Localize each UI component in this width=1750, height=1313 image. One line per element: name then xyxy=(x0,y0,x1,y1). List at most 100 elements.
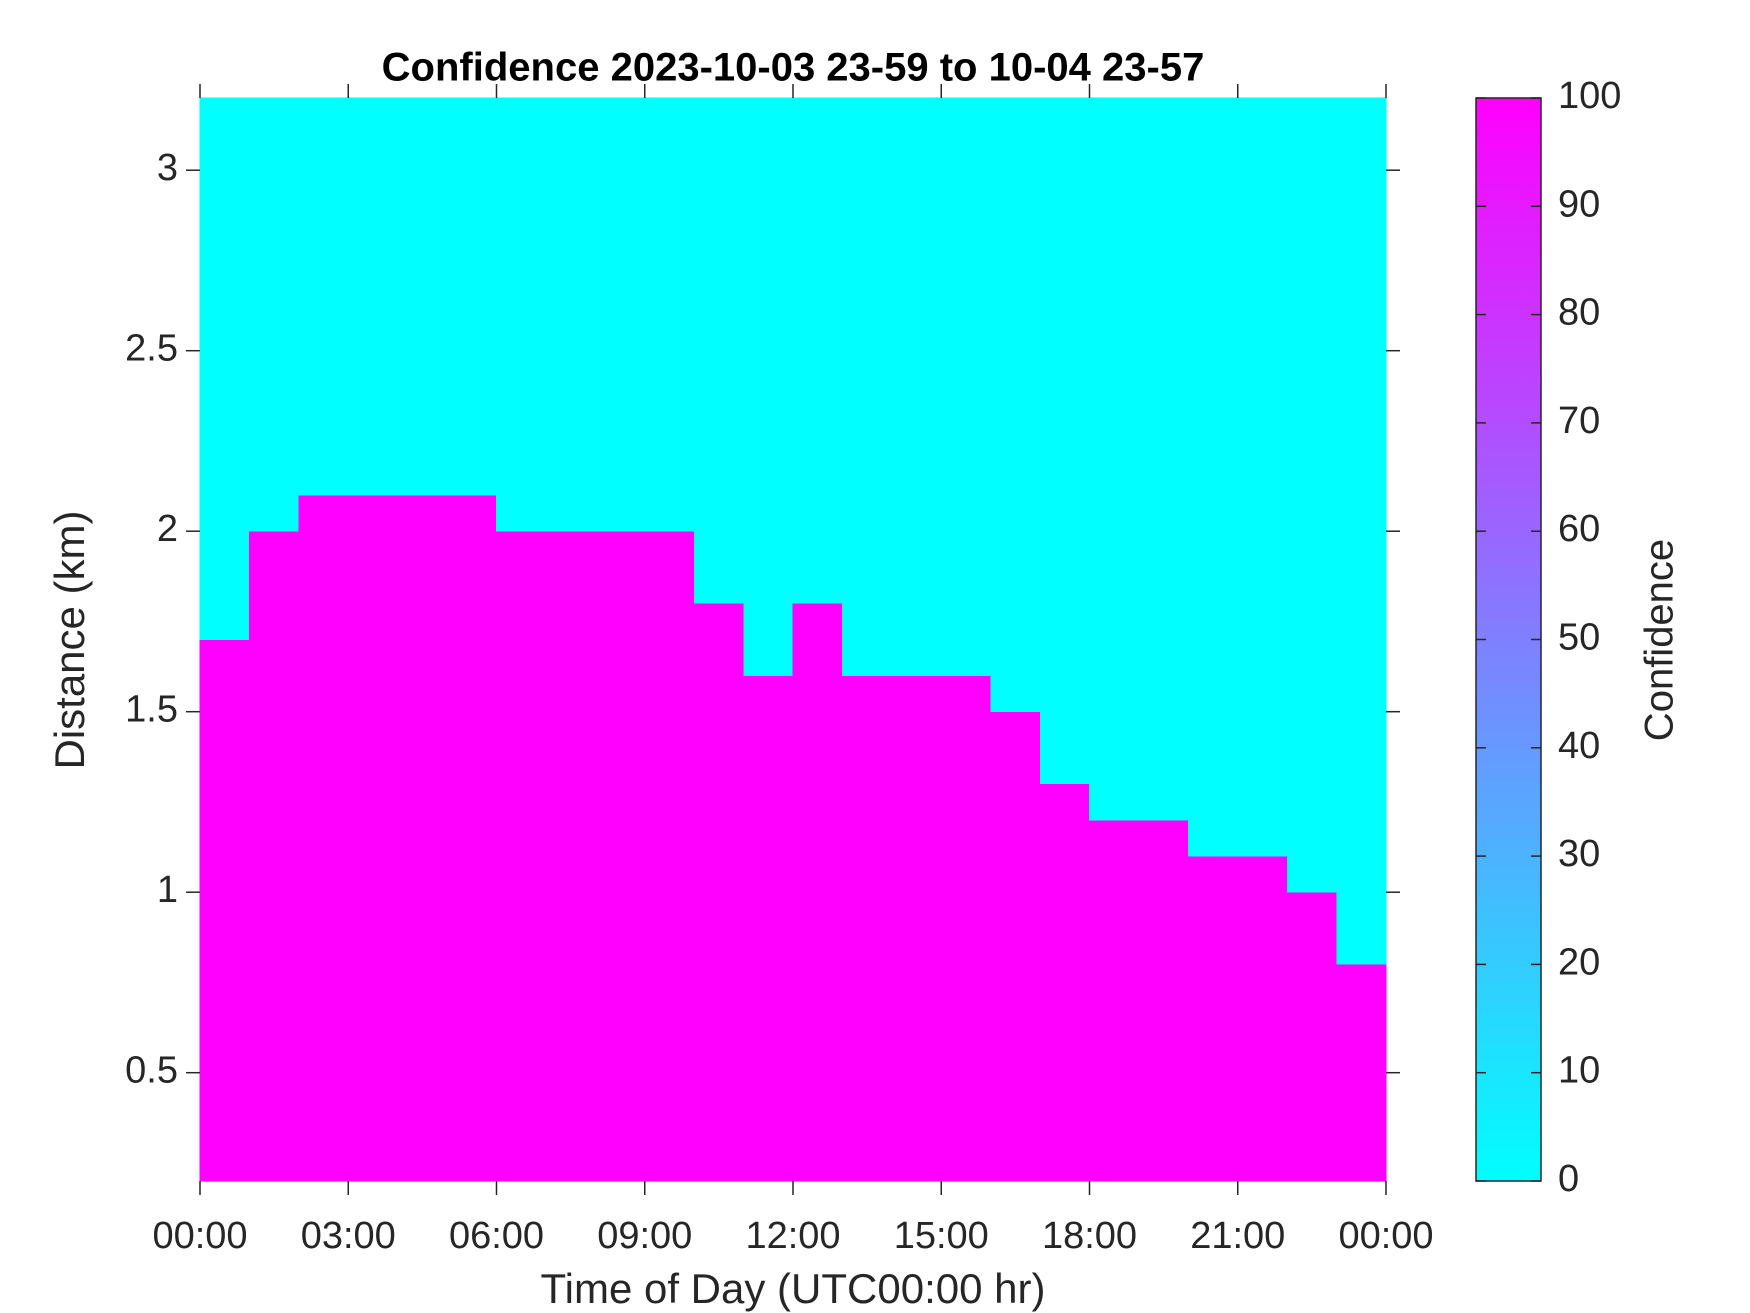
heatmap-cell xyxy=(1286,350,1337,388)
heatmap-cell xyxy=(595,783,646,821)
colorbar-tick-label: 100 xyxy=(1558,75,1621,117)
heatmap-cell xyxy=(249,314,300,352)
heatmap-cell xyxy=(1336,566,1387,604)
heatmap-cell xyxy=(545,711,596,749)
heatmap-cell xyxy=(644,747,695,785)
heatmap-cell xyxy=(347,206,398,243)
heatmap-cell xyxy=(1188,747,1239,785)
heatmap-cell xyxy=(595,206,646,243)
heatmap-cell xyxy=(1237,927,1288,965)
heatmap-cell xyxy=(298,206,349,243)
heatmap-cell xyxy=(940,927,991,965)
heatmap-cell xyxy=(1039,206,1090,243)
heatmap-cell xyxy=(990,97,1041,135)
heatmap-cell xyxy=(1336,927,1387,965)
heatmap-cell xyxy=(1039,386,1090,424)
heatmap-cell xyxy=(1188,927,1239,965)
heatmap-cell xyxy=(1237,1000,1288,1037)
heatmap-cell xyxy=(743,133,794,171)
heatmap-cell xyxy=(545,530,596,568)
heatmap-cell xyxy=(792,422,843,460)
heatmap-cell xyxy=(595,1144,646,1182)
heatmap-cell xyxy=(842,314,893,352)
heatmap-cell xyxy=(1336,1108,1387,1146)
heatmap-cell xyxy=(1039,711,1090,749)
heatmap-cell xyxy=(792,747,843,785)
heatmap-cell xyxy=(891,603,942,640)
heatmap-cell xyxy=(1188,314,1239,352)
heatmap-cell xyxy=(743,783,794,821)
heatmap-cell xyxy=(1237,530,1288,568)
heatmap-cell xyxy=(743,747,794,785)
heatmap-cell xyxy=(446,1108,497,1146)
heatmap-cell xyxy=(1336,242,1387,279)
heatmap-cell xyxy=(891,530,942,568)
heatmap-cell xyxy=(446,855,497,893)
heatmap-cell xyxy=(743,891,794,929)
heatmap-cell xyxy=(446,278,497,315)
heatmap-cell xyxy=(990,1108,1041,1146)
heatmap-cell xyxy=(940,458,991,496)
heatmap-cell xyxy=(1336,819,1387,857)
heatmap-cell xyxy=(940,711,991,749)
heatmap-cell xyxy=(496,169,547,207)
heatmap-cell xyxy=(1138,1144,1189,1182)
heatmap-cell xyxy=(792,603,843,640)
heatmap-cell xyxy=(792,855,843,893)
heatmap-cell xyxy=(1286,566,1337,604)
heatmap-cell xyxy=(249,530,300,568)
y-axis-label: Distance (km) xyxy=(46,510,93,769)
heatmap-cell xyxy=(496,350,547,388)
heatmap-cell xyxy=(1039,819,1090,857)
heatmap-cell xyxy=(644,711,695,749)
heatmap-cell xyxy=(842,386,893,424)
heatmap-cell xyxy=(940,530,991,568)
heatmap-cell xyxy=(1089,1144,1140,1182)
heatmap-cell xyxy=(792,314,843,352)
heatmap-cell xyxy=(693,530,744,568)
heatmap-cell xyxy=(397,1144,448,1182)
heatmap-cell xyxy=(1237,1072,1288,1110)
heatmap-cell xyxy=(1188,169,1239,207)
heatmap-cell xyxy=(199,855,250,893)
x-tick-label: 00:00 xyxy=(152,1215,247,1257)
heatmap-cell xyxy=(595,278,646,315)
heatmap-cell xyxy=(940,1036,991,1073)
heatmap-cell xyxy=(644,639,695,676)
heatmap-cell xyxy=(298,566,349,604)
x-axis-label: Time of Day (UTC00:00 hr) xyxy=(541,1265,1046,1312)
heatmap-cell xyxy=(545,603,596,640)
heatmap xyxy=(199,97,1387,1182)
heatmap-cell xyxy=(1089,1072,1140,1110)
heatmap-cell xyxy=(397,819,448,857)
heatmap-cell xyxy=(595,242,646,279)
heatmap-cell xyxy=(891,97,942,135)
x-tick-label: 09:00 xyxy=(597,1215,692,1257)
heatmap-cell xyxy=(891,964,942,1001)
heatmap-cell xyxy=(199,675,250,712)
heatmap-cell xyxy=(595,133,646,171)
heatmap-cell xyxy=(891,314,942,352)
heatmap-cell xyxy=(1286,819,1337,857)
heatmap-cell xyxy=(990,242,1041,279)
heatmap-cell xyxy=(446,566,497,604)
heatmap-cell xyxy=(199,242,250,279)
heatmap-cell xyxy=(199,350,250,388)
heatmap-cell xyxy=(990,350,1041,388)
x-tick-label: 18:00 xyxy=(1042,1215,1137,1257)
heatmap-cell xyxy=(842,494,893,532)
heatmap-cell xyxy=(496,783,547,821)
heatmap-cell xyxy=(693,855,744,893)
heatmap-cell xyxy=(644,603,695,640)
heatmap-cell xyxy=(347,1036,398,1073)
heatmap-cell xyxy=(743,494,794,532)
heatmap-cell xyxy=(1237,278,1288,315)
heatmap-cell xyxy=(990,386,1041,424)
heatmap-cell xyxy=(1286,422,1337,460)
heatmap-cell xyxy=(990,566,1041,604)
heatmap-cell xyxy=(249,458,300,496)
heatmap-cell xyxy=(792,711,843,749)
heatmap-cell xyxy=(595,855,646,893)
heatmap-cell xyxy=(891,1144,942,1182)
heatmap-cell xyxy=(842,819,893,857)
